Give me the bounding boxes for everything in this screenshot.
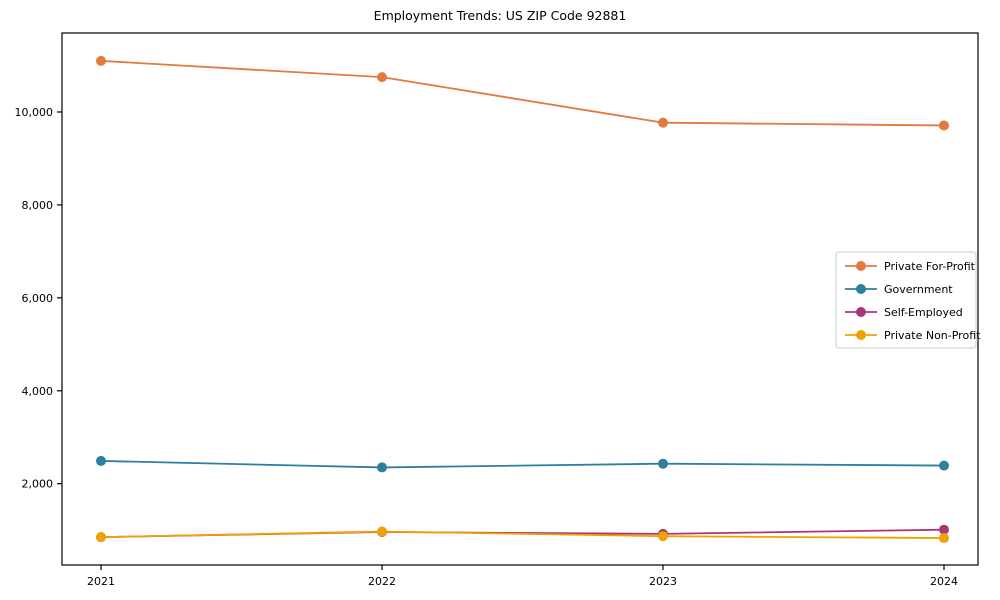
data-point-private-for-profit-2022 [377,72,387,83]
y-tick-label: 6,000 [22,292,54,305]
legend-marker-icon [856,307,866,317]
legend-marker-icon [856,261,866,271]
data-point-private-non-profit-2021 [96,532,106,543]
x-tick-label: 2022 [368,575,396,588]
legend-marker-icon [856,330,866,340]
data-point-government-2022 [377,462,387,473]
legend-label: Private Non-Profit [884,329,981,342]
plot-area [61,32,979,566]
series-group [96,55,949,544]
legend-label: Private For-Profit [884,260,976,273]
data-point-private-non-profit-2022 [377,526,387,537]
x-tick-label: 2023 [649,575,677,588]
data-point-government-2024 [939,460,949,471]
legend-entry-self-employed: Self-Employed [845,306,963,319]
y-tick-label: 10,000 [15,106,54,119]
legend-label: Self-Employed [884,306,963,319]
legend-entry-private-non-profit: Private Non-Profit [845,329,981,342]
legend-box [835,251,977,349]
data-point-self-employed-2024 [939,524,949,535]
y-axis: 2,000 4,000 6,000 8,000 10,000 [15,106,62,491]
data-point-private-for-profit-2021 [96,55,106,66]
data-point-private-for-profit-2023 [658,117,668,128]
series-line-private-for-profit [100,59,945,127]
chart-title: Employment Trends: US ZIP Code 92881 [374,8,627,23]
series-government [96,455,949,473]
legend-label: Government [884,283,953,296]
legend-marker-icon [856,284,866,294]
data-point-private-non-profit-2023 [658,531,668,542]
series-private-non-profit [96,526,949,544]
x-tick-label: 2024 [930,575,958,588]
legend-entry-government: Government [845,283,953,296]
series-private-for-profit [96,55,949,131]
legend-entry-private-for-profit: Private For-Profit [845,260,976,273]
data-point-private-for-profit-2024 [939,120,949,131]
series-line-government [100,460,945,469]
legend: Private For-Profit Government Self-Employe… [835,251,981,349]
x-axis: 2021 2022 2023 2024 [87,565,958,588]
data-point-government-2021 [96,455,106,466]
x-tick-label: 2021 [87,575,115,588]
y-tick-label: 2,000 [22,478,54,491]
series-line-private-non-profit [100,530,945,539]
y-tick-label: 8,000 [22,199,54,212]
data-point-private-non-profit-2024 [939,533,949,544]
y-tick-label: 4,000 [22,385,54,398]
data-point-government-2023 [658,458,668,469]
